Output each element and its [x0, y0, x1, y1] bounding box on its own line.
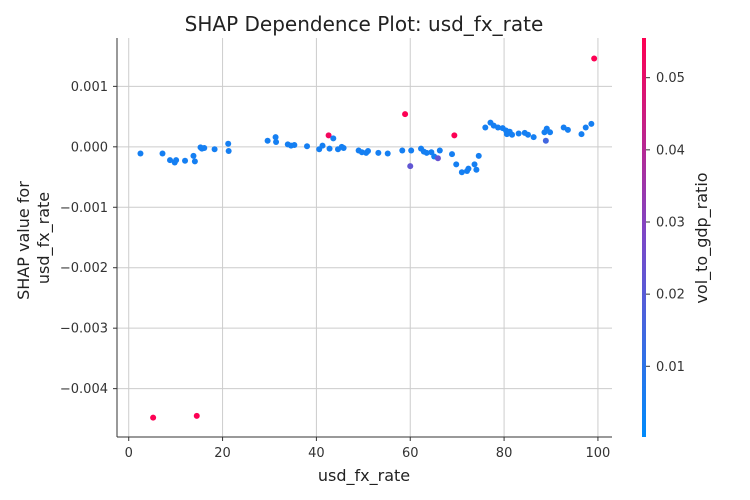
y-axis-label-line-1: SHAP value for: [14, 181, 33, 300]
data-point: [273, 138, 280, 145]
data-point: [375, 149, 382, 156]
data-point: [547, 129, 554, 136]
data-point: [330, 135, 337, 142]
colorbar-tick-labels: 0.01 0.02 0.03 0.04 0.05: [646, 71, 685, 375]
colorbar-tick-label: 0.01: [656, 360, 685, 375]
x-tick-label: 60: [402, 446, 419, 461]
data-point: [471, 161, 478, 168]
data-point: [525, 131, 532, 138]
data-point: [451, 132, 458, 139]
y-axis-label: SHAP value for usd_fx_rate: [14, 176, 54, 300]
data-point: [453, 161, 460, 168]
x-tick-label: 20: [214, 446, 231, 461]
data-point: [365, 148, 372, 155]
colorbar: 0.01 0.02 0.03 0.04 0.05 vol_to_gdp_ratio: [642, 38, 712, 437]
data-point: [167, 157, 174, 164]
colorbar-tick-label: 0.04: [656, 143, 685, 158]
data-point: [211, 146, 218, 153]
data-point: [173, 157, 180, 164]
data-point: [449, 151, 456, 158]
y-tick-label: −0.002: [60, 261, 108, 276]
data-point: [515, 130, 522, 137]
data-point: [436, 147, 443, 154]
colorbar-tick-label: 0.03: [656, 215, 685, 230]
data-point: [182, 157, 189, 164]
data-point: [326, 145, 333, 152]
data-point: [465, 165, 472, 172]
data-point: [384, 150, 391, 157]
data-point: [564, 126, 571, 133]
data-point: [530, 134, 537, 141]
x-tick-labels: 0 20 40 60 80 100: [125, 446, 611, 461]
data-point: [159, 150, 166, 157]
data-point: [509, 131, 516, 138]
data-point: [458, 169, 465, 176]
x-tick-label: 40: [308, 446, 325, 461]
data-point: [473, 166, 480, 173]
x-tick-label: 100: [586, 446, 611, 461]
data-point: [193, 412, 200, 419]
data-point: [482, 124, 489, 131]
data-point: [408, 147, 415, 154]
scatter-points: [137, 55, 598, 421]
data-point: [588, 120, 595, 127]
data-point: [264, 137, 271, 144]
y-tick-labels: −0.004 −0.003 −0.002 −0.001 0.000 0.001: [60, 80, 108, 397]
data-point: [494, 124, 501, 131]
data-point: [578, 131, 585, 138]
data-point: [542, 137, 549, 144]
data-point: [304, 143, 311, 150]
colorbar-gradient: [642, 38, 646, 437]
data-point: [319, 142, 326, 149]
y-tick-label: 0.000: [71, 140, 108, 155]
data-point: [340, 145, 347, 152]
x-tick-label: 80: [496, 446, 513, 461]
y-tick-label: 0.001: [71, 80, 108, 95]
data-point: [191, 158, 198, 165]
data-point: [291, 142, 298, 149]
x-axis-label: usd_fx_rate: [318, 466, 410, 486]
colorbar-label: vol_to_gdp_ratio: [692, 172, 712, 303]
y-tick-label: −0.003: [60, 322, 108, 337]
plot-axes: [116, 38, 612, 438]
y-axis-label-line-2: usd_fx_rate: [34, 192, 54, 284]
chart-title: SHAP Dependence Plot: usd_fx_rate: [185, 12, 544, 36]
y-tick-label: −0.001: [60, 201, 108, 216]
y-tick-label: −0.004: [60, 382, 108, 397]
data-point: [225, 140, 232, 147]
data-point: [582, 124, 589, 131]
data-point: [402, 111, 409, 118]
data-point: [591, 55, 598, 62]
data-point: [272, 134, 279, 141]
data-point: [225, 148, 232, 155]
x-tick-label: 0: [125, 446, 133, 461]
data-point: [325, 132, 332, 139]
data-point: [475, 152, 482, 159]
colorbar-tick-label: 0.02: [656, 288, 685, 303]
data-point: [190, 152, 197, 159]
colorbar-tick-label: 0.05: [656, 71, 685, 86]
data-point: [407, 163, 414, 170]
data-point: [150, 414, 157, 421]
grid-lines: [113, 38, 612, 441]
data-point: [201, 145, 208, 152]
data-point: [434, 155, 441, 162]
data-point: [423, 149, 430, 156]
data-point: [399, 147, 406, 154]
data-point: [428, 149, 435, 156]
data-point: [137, 150, 144, 157]
